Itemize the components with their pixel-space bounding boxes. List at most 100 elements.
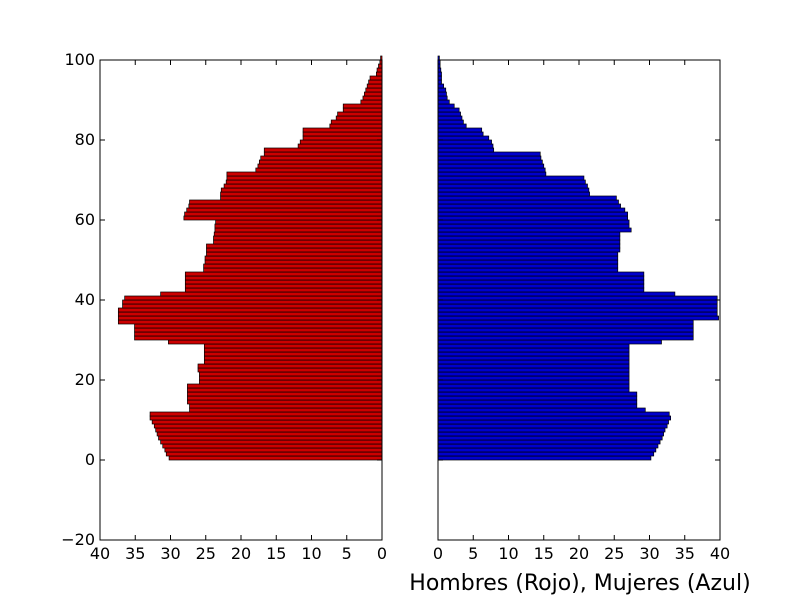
men-bar-age-84 xyxy=(331,120,382,124)
men-bar-age-47 xyxy=(204,268,382,272)
men-bar-age-76 xyxy=(264,152,382,156)
left-x-tick-label-30: 30 xyxy=(160,544,180,563)
women-bar-age-85 xyxy=(438,116,462,120)
women-bar-age-32 xyxy=(438,328,693,332)
men-bar-age-6 xyxy=(157,432,382,436)
women-bar-age-54 xyxy=(438,240,620,244)
women-bar-age-53 xyxy=(438,244,620,248)
women-bar-age-81 xyxy=(438,132,483,136)
men-bar-age-19 xyxy=(199,380,382,384)
men-bar-age-43 xyxy=(185,284,382,288)
men-bar-age-97 xyxy=(377,68,382,72)
women-bar-age-84 xyxy=(438,120,463,124)
men-bar-age-38 xyxy=(123,304,382,308)
women-bar-age-72 xyxy=(438,168,545,172)
women-bar-age-44 xyxy=(438,280,644,284)
men-bar-age-37 xyxy=(118,308,382,312)
left-x-tick-label-35: 35 xyxy=(125,544,145,563)
women-bar-age-22 xyxy=(438,368,629,372)
men-bar-age-15 xyxy=(187,396,382,400)
women-bar-age-38 xyxy=(438,304,717,308)
men-bar-age-57 xyxy=(215,228,382,232)
right-x-tick-label-10: 10 xyxy=(498,544,518,563)
men-bar-age-29 xyxy=(168,340,382,344)
men-bar-age-74 xyxy=(259,160,382,164)
women-bar-age-76 xyxy=(438,152,540,156)
women-bar-age-73 xyxy=(438,164,544,168)
men-bar-age-50 xyxy=(205,256,382,260)
women-bar-age-96 xyxy=(438,72,442,76)
women-bar-age-82 xyxy=(438,128,482,132)
men-bar-age-89 xyxy=(361,100,382,104)
women-bar-age-17 xyxy=(438,388,629,392)
women-bar-age-1 xyxy=(438,452,654,456)
men-bar-age-11 xyxy=(150,412,382,416)
women-bar-age-6 xyxy=(438,432,664,436)
men-bar-age-71 xyxy=(227,172,382,176)
men-bar-age-72 xyxy=(256,168,382,172)
men-bar-age-63 xyxy=(189,204,382,208)
men-bar-age-42 xyxy=(185,288,382,292)
women-bar-age-52 xyxy=(438,248,620,252)
men-bar-age-82 xyxy=(303,128,382,132)
left-x-tick-label-20: 20 xyxy=(231,544,251,563)
men-bar-age-94 xyxy=(369,80,382,84)
men-bar-age-49 xyxy=(205,260,382,264)
y-tick-label-80: 80 xyxy=(75,130,95,149)
women-bar-age-55 xyxy=(438,236,620,240)
women-bar-age-20 xyxy=(438,376,629,380)
men-bar-age-54 xyxy=(214,240,383,244)
men-bar-age-83 xyxy=(330,124,382,128)
women-bar-age-95 xyxy=(438,76,442,80)
left-x-tick-label-25: 25 xyxy=(196,544,216,563)
women-bar-age-90 xyxy=(438,96,447,100)
men-bar-age-27 xyxy=(204,348,382,352)
right-x-tick-label-20: 20 xyxy=(569,544,589,563)
left-x-tick-label-0: 0 xyxy=(377,544,387,563)
men-bar-age-31 xyxy=(135,332,382,336)
right-x-tick-label-40: 40 xyxy=(710,544,730,563)
right-x-tick-label-25: 25 xyxy=(604,544,624,563)
women-bar-age-36 xyxy=(438,312,717,316)
men-bar-age-35 xyxy=(118,316,382,320)
men-bar-age-88 xyxy=(343,104,382,108)
women-bar-age-35 xyxy=(438,316,719,320)
men-bar-age-51 xyxy=(206,252,382,256)
men-bar-age-13 xyxy=(190,404,382,408)
men-bar-age-41 xyxy=(161,292,382,296)
men-bar-age-8 xyxy=(154,424,382,428)
women-bar-age-30 xyxy=(438,336,693,340)
y-tick-label-60: 60 xyxy=(75,210,95,229)
women-bar-age-80 xyxy=(438,136,489,140)
women-bar-age-56 xyxy=(438,232,620,236)
women-bar-age-87 xyxy=(438,108,459,112)
women-bar-age-91 xyxy=(438,92,446,96)
women-bar-age-2 xyxy=(438,448,656,452)
left-x-tick-label-15: 15 xyxy=(266,544,286,563)
women-bar-age-4 xyxy=(438,440,660,444)
women-bar-age-93 xyxy=(438,84,444,88)
women-bar-age-39 xyxy=(438,300,717,304)
women-bar-age-23 xyxy=(438,364,629,368)
men-bar-age-60 xyxy=(184,216,382,220)
men-bar-age-12 xyxy=(190,408,382,412)
men-bar-age-22 xyxy=(198,368,382,372)
women-bar-age-43 xyxy=(438,284,644,288)
x-axis-title: Hombres (Rojo), Mujeres (Azul) xyxy=(409,571,750,596)
left-x-tick-label-5: 5 xyxy=(342,544,352,563)
men-bar-age-64 xyxy=(190,200,382,204)
men-bar-age-53 xyxy=(206,244,382,248)
men-bar-age-61 xyxy=(185,212,382,216)
men-bar-age-33 xyxy=(135,324,382,328)
y-tick-label--20: −20 xyxy=(61,530,95,549)
women-bar-age-67 xyxy=(438,188,589,192)
men-bar-age-4 xyxy=(161,440,382,444)
men-bar-age-0 xyxy=(169,456,382,460)
women-bar-age-89 xyxy=(438,100,449,104)
y-tick-label-100: 100 xyxy=(64,50,95,69)
women-bar-age-58 xyxy=(438,224,629,228)
men-bar-age-78 xyxy=(298,144,382,148)
men-bar-age-87 xyxy=(343,108,382,112)
men-bar-age-70 xyxy=(227,176,382,180)
men-bar-age-30 xyxy=(135,336,382,340)
